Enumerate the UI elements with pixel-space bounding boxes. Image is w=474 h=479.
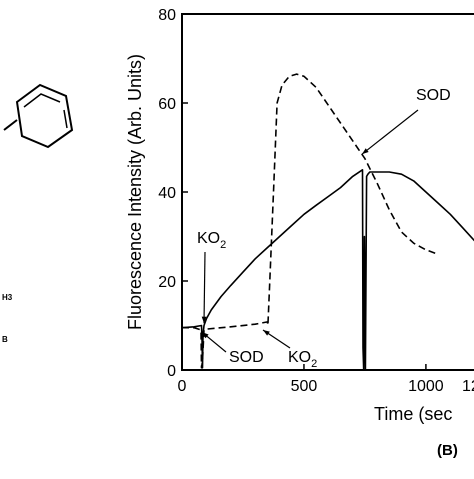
- ring-substituent-bond: [3, 119, 18, 131]
- plot-frame: [181, 13, 474, 371]
- x-axis: 0 500 1000 12: [178, 364, 474, 395]
- structure-fragment: H3 B: [2, 83, 74, 344]
- annotation-label: KO2: [288, 349, 317, 370]
- y-tick-label: 0: [167, 363, 176, 380]
- annotation-text: SOD: [229, 349, 264, 366]
- panel-label: (B): [437, 442, 458, 459]
- y-tick-label: 60: [158, 96, 176, 113]
- series-solid-line: [181, 169, 474, 371]
- annotation-label: KO2: [197, 230, 226, 251]
- x-tick-label: 0: [178, 378, 187, 395]
- annotation-arrow-sod-2-head: [362, 148, 369, 155]
- benzene-inner-bond: [63, 109, 68, 129]
- benzene-ring: [15, 83, 74, 149]
- y-tick-label: 80: [158, 7, 176, 24]
- annotation-arrow-ko2-1: [203, 251, 206, 324]
- x-axis-label: Time (sec: [374, 404, 452, 424]
- y-axis: 0 20 40 60 80: [158, 7, 188, 380]
- annotation-subscript: 2: [311, 358, 317, 370]
- annotation-text: KO: [197, 230, 220, 247]
- series-dashed-line: [182, 73, 439, 369]
- y-axis-label: Fluorescence Intensity (Arb. Units): [125, 54, 145, 330]
- annotation-label: SOD: [229, 349, 264, 366]
- series-layer: [181, 73, 474, 371]
- annotation-text: KO: [288, 349, 311, 366]
- annotation-arrow-ko2-1-head: [201, 316, 207, 324]
- annotation-subscript: 2: [220, 239, 226, 251]
- structure-fragment-label-2: B: [2, 335, 8, 344]
- y-tick-label: 40: [158, 185, 176, 202]
- x-tick-label: 1000: [408, 378, 444, 395]
- x-tick-label-partial: 12: [462, 378, 474, 395]
- annotation-arrow-sod-2: [361, 109, 419, 155]
- x-tick-label: 500: [291, 378, 318, 395]
- annotation-text: SOD: [416, 87, 451, 104]
- annotation-arrow-ko2-2-head: [263, 329, 270, 336]
- structure-fragment-label-1: H3: [2, 293, 13, 302]
- y-tick-label: 20: [158, 274, 176, 291]
- annotation-label: SOD: [416, 87, 451, 104]
- benzene-inner-bonds: [23, 93, 61, 108]
- annotation-arrow-sod-1-head: [202, 332, 209, 339]
